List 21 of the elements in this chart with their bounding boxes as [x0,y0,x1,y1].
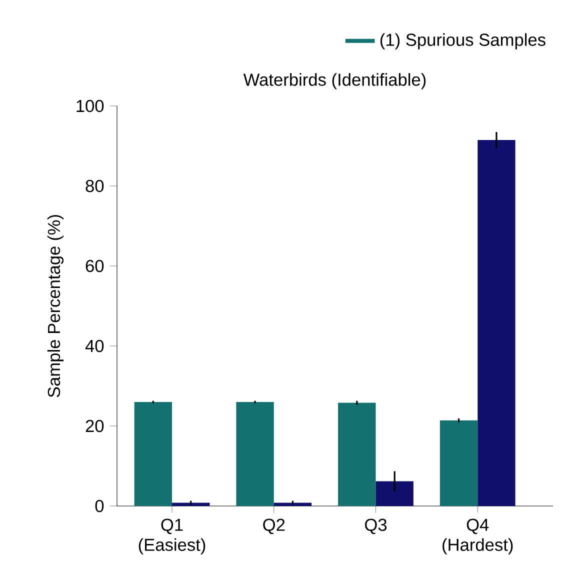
bar [478,140,516,506]
bar [376,481,414,506]
bar [134,402,172,506]
bar [274,502,312,506]
bar [236,402,274,506]
chart-title: Waterbirds (Identifiable) [243,73,426,90]
y-tick-label: 0 [95,500,104,512]
y-axis-title: Sample Percentage (%) [47,215,64,398]
bar [440,420,478,506]
y-tick-label: 40 [85,340,104,352]
y-tick-label: 100 [76,100,104,112]
x-tick-label: Q1 (Easiest) [138,518,206,554]
bar [338,402,376,506]
y-tick-label: 20 [86,420,104,432]
x-tick-label: Q2 [263,518,285,534]
legend-label: (1) Spurious Samples [380,33,546,50]
bar [172,502,210,506]
x-tick-label: Q3 [365,518,387,534]
x-tick-label: Q4 (Hardest) [442,518,513,554]
y-tick-label: 60 [86,260,104,272]
y-tick-label: 80 [86,180,104,192]
